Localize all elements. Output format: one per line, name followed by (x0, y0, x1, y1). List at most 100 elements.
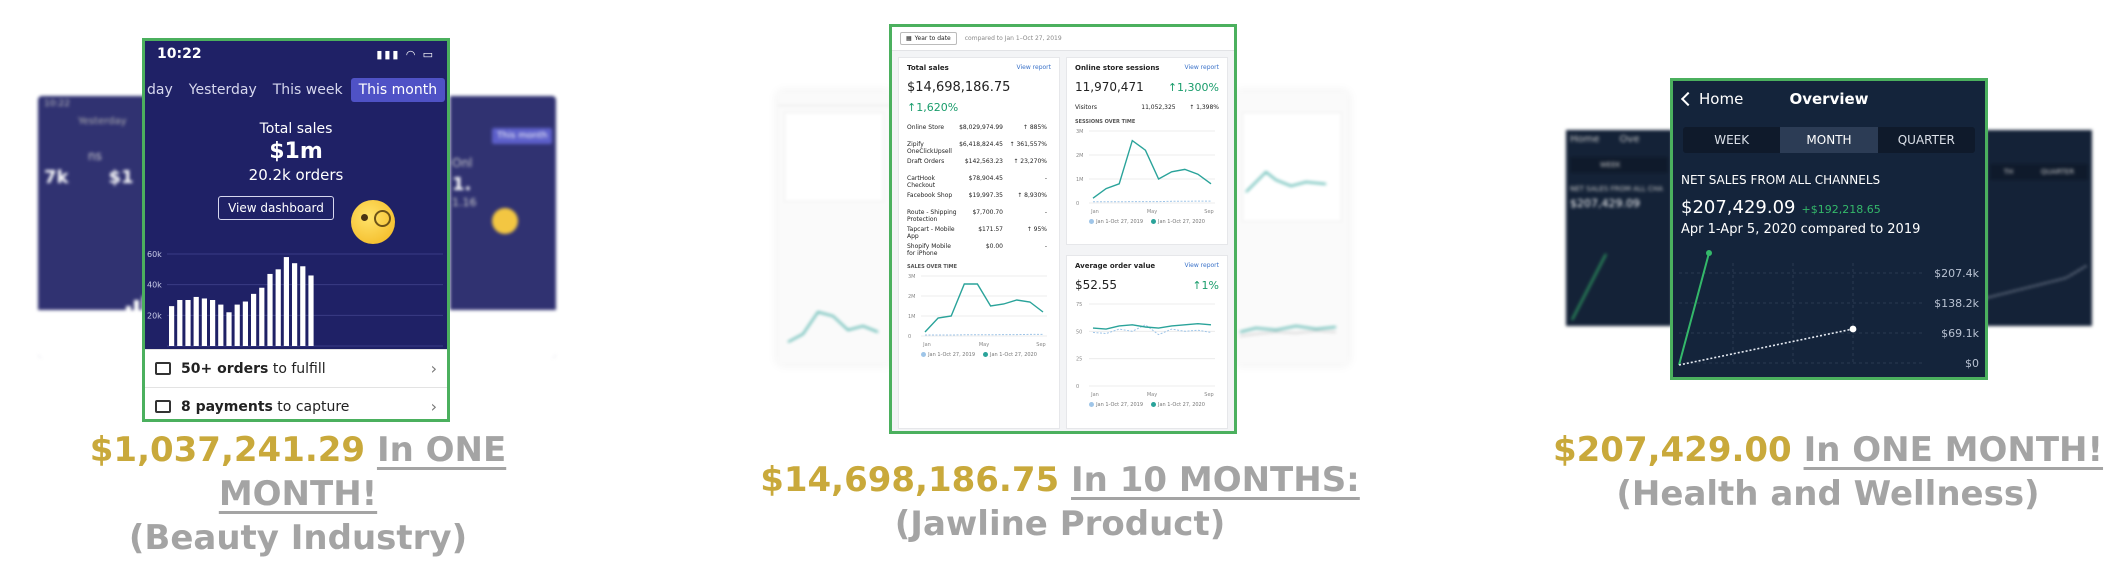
tab-week[interactable]: WEEK (1714, 133, 1750, 147)
caption-sub: (Jawline Product) (894, 504, 1226, 544)
y-tick-label: 50 (1076, 329, 1082, 335)
back-left-tab: WEEK (1570, 157, 1668, 173)
legend-2020: Jan 1-Oct 27, 2020 (1151, 402, 1205, 408)
compare-text: compared to Jan 1–Oct 27, 2019 (964, 35, 1062, 42)
sessions-card: Online store sessions View report 11,970… (1066, 57, 1228, 245)
total-sales-label: Total sales (259, 121, 333, 137)
payment-icon (155, 400, 171, 413)
y-tick-label: 25 (1076, 357, 1082, 363)
back-left-rows (38, 310, 150, 358)
y-tick-label: 75 (1076, 302, 1082, 308)
phone-screen-back-left: 10:22 Yesterday ns 7k $1 (38, 96, 150, 358)
y-tick-label: 40k (147, 281, 162, 290)
view-dashboard-button[interactable]: View dashboard (218, 196, 334, 220)
caption-money: $1,037,241.29 (89, 430, 366, 470)
channel-sales: $0.00 (985, 243, 1003, 250)
tab-quarter[interactable]: QUARTER (1897, 133, 1955, 147)
payments-to-capture-row[interactable]: 8 payments to capture › (145, 387, 447, 419)
calendar-icon: ▦ (906, 35, 912, 42)
inbox-icon (155, 362, 171, 375)
caption-sub: (Health and Wellness) (1616, 474, 2040, 514)
channel-sales: $7,700.70 (972, 209, 1003, 216)
orders-count: 20.2k orders (248, 166, 344, 184)
channel-change: - (1044, 175, 1047, 182)
series-current-point (1706, 250, 1712, 256)
caption-beauty: $1,037,241.29 In ONE MONTH! (Beauty Indu… (8, 428, 588, 560)
sessions-over-time-title: SESSIONS OVER TIME (1075, 119, 1136, 125)
date-range-text: Apr 1-Apr 5, 2020 compared to 2019 (1681, 222, 1921, 237)
x-tick-label: May (979, 342, 989, 348)
total-sales-value: $1m (269, 139, 323, 164)
channel-change: ↑ 885% (1022, 124, 1047, 131)
sessions-value: 11,970,471 (1075, 80, 1144, 94)
tab-month[interactable]: MONTH (1780, 127, 1878, 153)
back-left-values: 7k $1 (38, 163, 150, 188)
bar (201, 298, 207, 346)
bar (169, 306, 175, 346)
dashboard-back-right (1236, 92, 1348, 364)
back-left-status: 10:22 (44, 99, 70, 109)
chevron-right-icon: › (430, 359, 437, 378)
legend-2019: Jan 1-Oct 27, 2019 (1089, 402, 1143, 408)
date-range-button[interactable]: ▦ Year to date (900, 32, 957, 45)
legend-2020: Jan 1-Oct 27, 2020 (1151, 219, 1205, 225)
x-tick-label: Sep (1204, 209, 1213, 215)
bar (283, 257, 289, 346)
overview-screen: Home Overview WEEK MONTH QUARTER NET SAL… (1670, 78, 1988, 380)
net-sales-value: $207,429.09 (1681, 197, 1796, 218)
bar (185, 300, 191, 346)
caption-highlight: In 10 MONTHS: (1071, 460, 1360, 500)
back-right-sub: 1.16 (452, 196, 477, 209)
back-right-line (1986, 265, 2087, 299)
channel-row: Draft Orders $142,563.23 ↑ 23,270% (907, 158, 1051, 175)
orders-to-fulfill-row[interactable]: 50+ orders to fulfill › (145, 349, 447, 387)
home-label: Home (1699, 90, 1744, 108)
channel-sales: $6,418,824.45 (959, 141, 1003, 148)
sales-over-time-title: SALES OVER TIME (907, 264, 958, 270)
channel-name: Route - Shipping Protection (907, 209, 957, 223)
channel-row: Facebook Shop $19,997.35 ↑ 8,930% (907, 192, 1051, 209)
status-time: 10:22 (157, 46, 202, 62)
tab-today[interactable]: day (147, 82, 173, 98)
sessions-view-report[interactable]: View report (1184, 64, 1219, 71)
channel-name: Zipify OneClickUpsell (907, 141, 952, 155)
net-sales-chart: $207.4k $138.2k $69.1k $0 (1678, 250, 1980, 370)
y-tick-label: $69.1k (1941, 327, 1979, 340)
screen-title: Overview (1789, 90, 1869, 108)
series-2020 (924, 283, 1044, 333)
chevron-left-icon (1680, 91, 1696, 107)
series-prior (1678, 328, 1854, 366)
caption-money: $14,698,186.75 (760, 460, 1060, 500)
orders-to-fulfill-text: 50+ orders to fulfill (181, 360, 326, 377)
net-sales-value-row: $207,429.09 +$192,218.65 (1681, 197, 1985, 218)
period-tabs: day Yesterday This week This month (145, 67, 447, 107)
total-sales-value: $14,698,186.75 (907, 80, 1011, 95)
total-sales-summary: Total sales $1m 20.2k orders View dashbo… (145, 121, 447, 220)
x-tick-label: Jan (922, 342, 931, 348)
home-back-button[interactable]: Home (1680, 90, 1744, 108)
net-sales-delta: +$192,218.65 (1801, 203, 1881, 216)
tab-this-month[interactable]: This month (350, 78, 446, 102)
y-tick-label: $0 (1965, 357, 1979, 370)
tab-yesterday[interactable]: Yesterday (188, 82, 257, 98)
analytics-dashboard: ▦ Year to date compared to Jan 1–Oct 27, … (889, 24, 1237, 434)
series-current (1678, 252, 1710, 366)
sessions-title: Online store sessions (1075, 64, 1160, 72)
y-tick-label: 1M (1076, 177, 1084, 183)
channel-change: - (1044, 243, 1047, 250)
tab-this-week[interactable]: This week (272, 82, 343, 98)
channel-row: Zipify OneClickUpsell $6,418,824.45 ↑ 361,… (907, 141, 1051, 158)
x-tick-label: Sep (1204, 392, 1213, 398)
channel-sales: $8,029,974.99 (959, 124, 1003, 131)
visitors-row: Visitors 11,052,325 ↑ 1,398% (1075, 104, 1219, 111)
total-sales-view-report[interactable]: View report (1016, 64, 1051, 71)
y-tick-label: 2M (908, 294, 916, 300)
bar (300, 266, 306, 346)
sessions-legend: Jan 1-Oct 27, 2019 Jan 1-Oct 27, 2020 (1075, 219, 1219, 225)
sales-over-time-chart: 3M 2M 1M 0 Jan May Sep (908, 274, 1047, 348)
bar (292, 263, 298, 346)
bar (259, 287, 265, 346)
back-left-label: ns (88, 149, 102, 163)
aov-view-report[interactable]: View report (1184, 262, 1219, 269)
back-right-emoji (492, 208, 518, 234)
